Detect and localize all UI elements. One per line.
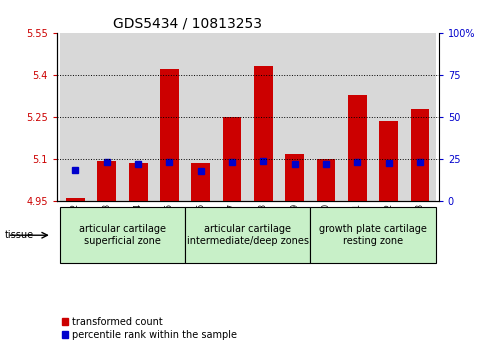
Bar: [411, 109, 429, 201]
Bar: [185, 207, 311, 263]
Bar: [311, 207, 436, 263]
Bar: [317, 159, 335, 201]
Bar: [60, 33, 91, 201]
Bar: [91, 33, 122, 201]
Text: articular cartilage
superficial zone: articular cartilage superficial zone: [79, 224, 166, 246]
Bar: [191, 163, 210, 201]
Bar: [129, 163, 147, 201]
Bar: [373, 33, 404, 201]
Bar: [98, 161, 116, 201]
Bar: [285, 154, 304, 201]
Text: growth plate cartilage
resting zone: growth plate cartilage resting zone: [319, 224, 427, 246]
Text: tissue: tissue: [5, 230, 34, 240]
Bar: [154, 33, 185, 201]
Bar: [216, 33, 247, 201]
Bar: [223, 117, 242, 201]
Bar: [66, 198, 85, 201]
Bar: [122, 33, 154, 201]
Bar: [185, 33, 216, 201]
Legend: transformed count, percentile rank within the sample: transformed count, percentile rank withi…: [62, 317, 237, 340]
Text: GDS5434 / 10813253: GDS5434 / 10813253: [113, 16, 262, 30]
Bar: [254, 66, 273, 201]
Bar: [348, 94, 367, 201]
Bar: [379, 121, 398, 201]
Bar: [279, 33, 311, 201]
Bar: [60, 207, 185, 263]
Text: articular cartilage
intermediate/deep zones: articular cartilage intermediate/deep zo…: [187, 224, 309, 246]
Bar: [160, 69, 179, 201]
Bar: [247, 33, 279, 201]
Bar: [404, 33, 436, 201]
Bar: [311, 33, 342, 201]
Bar: [342, 33, 373, 201]
